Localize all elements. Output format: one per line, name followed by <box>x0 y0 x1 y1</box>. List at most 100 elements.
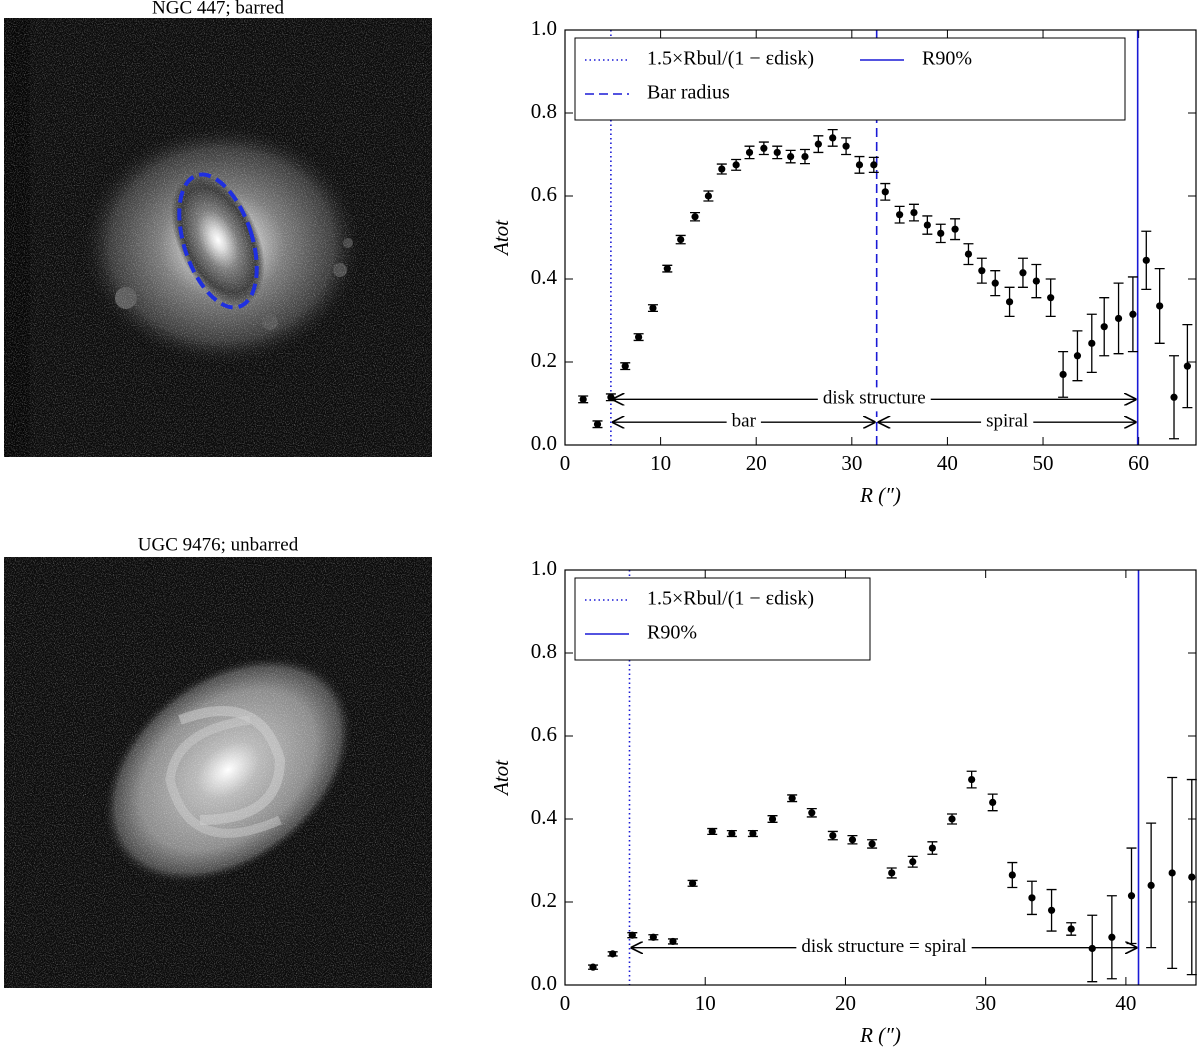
data-point <box>1073 352 1082 360</box>
data-point <box>691 213 699 221</box>
y-tick-label: 0.2 <box>531 888 557 912</box>
data-point <box>881 188 889 196</box>
y-tick-label: 0.0 <box>531 971 557 995</box>
data-point <box>732 161 740 169</box>
plot: 0.0 0.2 0.4 0.6 0.8 1.0 0 10 20 30 40 50 60 R (″) Atot… <box>489 16 1197 507</box>
y-tick-label: 0.4 <box>531 805 558 829</box>
data-point <box>773 148 781 157</box>
data-point <box>1108 933 1116 941</box>
data-point <box>909 858 917 866</box>
x-tick-label: 10 <box>650 451 671 475</box>
data-point <box>649 304 657 312</box>
x-tick-label: 0 <box>560 991 571 1015</box>
data-point <box>589 963 597 971</box>
image-title: NGC 447; barred <box>152 0 284 18</box>
data-point <box>787 152 795 161</box>
data-point <box>663 265 671 273</box>
data-point <box>1047 906 1056 914</box>
data-point <box>829 832 837 840</box>
y-tick-label: 0.4 <box>531 265 558 289</box>
data-point <box>728 829 736 838</box>
data-point <box>978 267 986 275</box>
y-tick-label: 0.0 <box>531 431 557 455</box>
data-point <box>1142 256 1150 264</box>
data-point <box>896 211 904 219</box>
x-tick-label: 10 <box>695 991 716 1015</box>
data-point <box>704 192 713 200</box>
image-title: UGC 9476; unbarred <box>138 534 299 555</box>
annotation-background <box>796 935 972 960</box>
x-axis-label: R (″) <box>859 483 901 507</box>
x-tick-label: 30 <box>841 451 862 475</box>
axes-frame <box>564 29 1197 446</box>
x-tick-label: 30 <box>975 991 996 1015</box>
data-point <box>848 836 857 844</box>
data-point <box>1170 393 1178 401</box>
data-point <box>768 815 777 823</box>
data-point <box>814 140 822 148</box>
data-point <box>649 933 657 941</box>
y-tick-label: 0.8 <box>531 99 557 123</box>
legend-label: R90% <box>647 622 697 644</box>
annotation-background <box>817 387 931 412</box>
y-tick-label: 1.0 <box>531 16 557 40</box>
y-tick-label: 1.0 <box>531 556 557 580</box>
data-point <box>579 395 587 403</box>
data-point <box>923 221 931 229</box>
y-tick-label: 0.8 <box>531 639 557 663</box>
data-point <box>1088 339 1096 347</box>
data-point <box>1156 302 1164 310</box>
data-point <box>745 148 754 157</box>
legend-label: 1.5×Rbul/(1 − εdisk) <box>647 588 814 610</box>
x-tick-label: 60 <box>1128 451 1149 475</box>
data-point <box>1114 314 1123 323</box>
data-point <box>1188 873 1196 881</box>
data-point <box>870 161 878 169</box>
data-point <box>989 798 997 807</box>
data-point <box>1088 944 1096 953</box>
x-tick-label: 0 <box>560 451 571 475</box>
data-point <box>593 420 602 428</box>
data-point <box>788 794 796 802</box>
legend-label: Bar radius <box>647 82 730 104</box>
legend-label: 1.5×Rbul/(1 − εdisk) <box>647 48 814 70</box>
data-point <box>964 250 973 258</box>
legend-label: R90% <box>922 48 972 70</box>
y-tick-label: 0.6 <box>531 722 557 746</box>
data-point <box>1019 269 1027 277</box>
data-point <box>1008 871 1016 879</box>
data-point <box>951 225 959 233</box>
data-point <box>991 279 999 287</box>
data-point <box>1168 869 1176 877</box>
y-axis-label: Atot <box>489 219 513 257</box>
data-point <box>689 879 697 887</box>
data-point <box>928 844 936 852</box>
data-point <box>842 142 850 150</box>
data-point <box>628 931 636 939</box>
data-point <box>855 161 864 169</box>
data-point <box>609 950 617 958</box>
data-point <box>808 809 816 817</box>
legend <box>574 577 871 661</box>
data-point <box>1047 294 1055 302</box>
x-tick-label: 40 <box>1115 991 1136 1015</box>
data-point <box>1183 362 1191 370</box>
galaxy-image <box>4 18 432 457</box>
y-axis-label: Atot <box>489 759 513 797</box>
data-point <box>677 235 685 244</box>
x-tick-label: 20 <box>746 451 767 475</box>
data-point <box>718 165 726 173</box>
data-point <box>1028 894 1036 902</box>
data-point <box>1067 925 1075 933</box>
data-point <box>669 937 677 946</box>
annotation-background <box>981 410 1034 435</box>
x-axis-label: R (″) <box>859 1023 901 1047</box>
data-point <box>1100 323 1108 331</box>
annotation-background <box>726 410 761 435</box>
data-point <box>1129 310 1137 318</box>
data-point <box>910 209 918 217</box>
data-point <box>1127 892 1136 900</box>
data-point <box>760 144 768 152</box>
x-tick-label: 50 <box>1033 451 1054 475</box>
